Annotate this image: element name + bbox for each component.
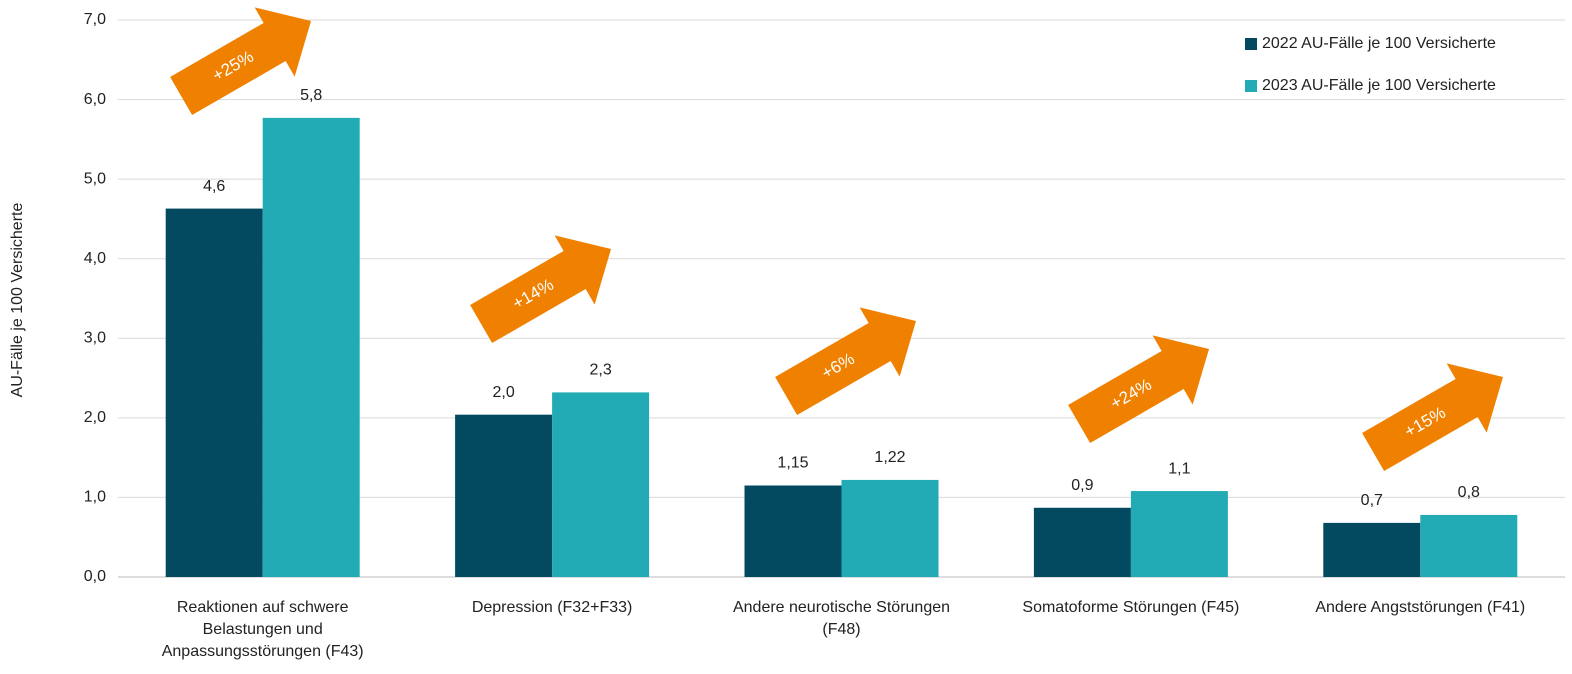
bar xyxy=(1130,491,1228,577)
y-tick-label: 2,0 xyxy=(84,409,106,426)
growth-arrow: +6% xyxy=(775,307,917,416)
growth-arrow: +24% xyxy=(1068,335,1210,444)
y-tick-label: 3,0 xyxy=(84,330,106,347)
arrow-shape xyxy=(775,307,917,416)
x-tick-label: Andere neurotische Störungen (F48) xyxy=(732,599,951,638)
legend-label: 2023 AU-Fälle je 100 Versicherte xyxy=(1262,77,1496,94)
value-label: 2,3 xyxy=(589,362,611,379)
growth-arrow: +14% xyxy=(470,235,612,344)
bar xyxy=(552,392,650,577)
value-label: 4,6 xyxy=(203,178,225,195)
value-label: 2,0 xyxy=(492,384,514,401)
y-tick-label: 5,0 xyxy=(84,170,106,187)
bar xyxy=(1323,522,1421,577)
value-label: 0,8 xyxy=(1458,484,1480,501)
growth-arrow: +25% xyxy=(170,7,312,116)
bar xyxy=(455,414,553,577)
value-label: 1,22 xyxy=(874,449,905,466)
x-tick-label: Somatoforme Störungen (F45) xyxy=(1022,599,1240,616)
y-tick-label: 6,0 xyxy=(84,91,106,108)
value-label: 1,15 xyxy=(777,455,808,472)
arrow-shape xyxy=(1362,363,1504,472)
arrow-shape xyxy=(170,7,312,116)
bar xyxy=(165,208,263,577)
y-axis-label: AU-Fälle je 100 Versicherte xyxy=(9,203,26,398)
bar xyxy=(1420,514,1518,577)
y-tick-label: 0,0 xyxy=(84,568,106,585)
bar xyxy=(1033,507,1131,577)
x-tick-label: Depression (F32+F33) xyxy=(471,599,633,616)
arrow-shape xyxy=(1068,335,1210,444)
y-tick-label: 4,0 xyxy=(84,250,106,267)
growth-arrow: +15% xyxy=(1362,363,1504,472)
legend-swatch xyxy=(1245,38,1257,50)
legend-swatch xyxy=(1245,80,1257,92)
arrow-shape xyxy=(470,235,612,344)
value-label: 0,7 xyxy=(1361,492,1383,509)
x-tick-label: Reaktionen auf schwere Belastungen und A… xyxy=(161,599,364,660)
bar xyxy=(262,117,360,577)
y-tick-label: 7,0 xyxy=(84,11,106,28)
legend-label: 2022 AU-Fälle je 100 Versicherte xyxy=(1262,35,1496,52)
bar xyxy=(841,479,939,577)
value-label: 5,8 xyxy=(300,87,322,104)
value-label: 1,1 xyxy=(1168,460,1190,477)
x-tick-label: Andere Angststörungen (F41) xyxy=(1315,599,1526,616)
value-label: 0,9 xyxy=(1071,477,1093,494)
bar xyxy=(744,485,842,577)
y-tick-label: 1,0 xyxy=(84,489,106,506)
